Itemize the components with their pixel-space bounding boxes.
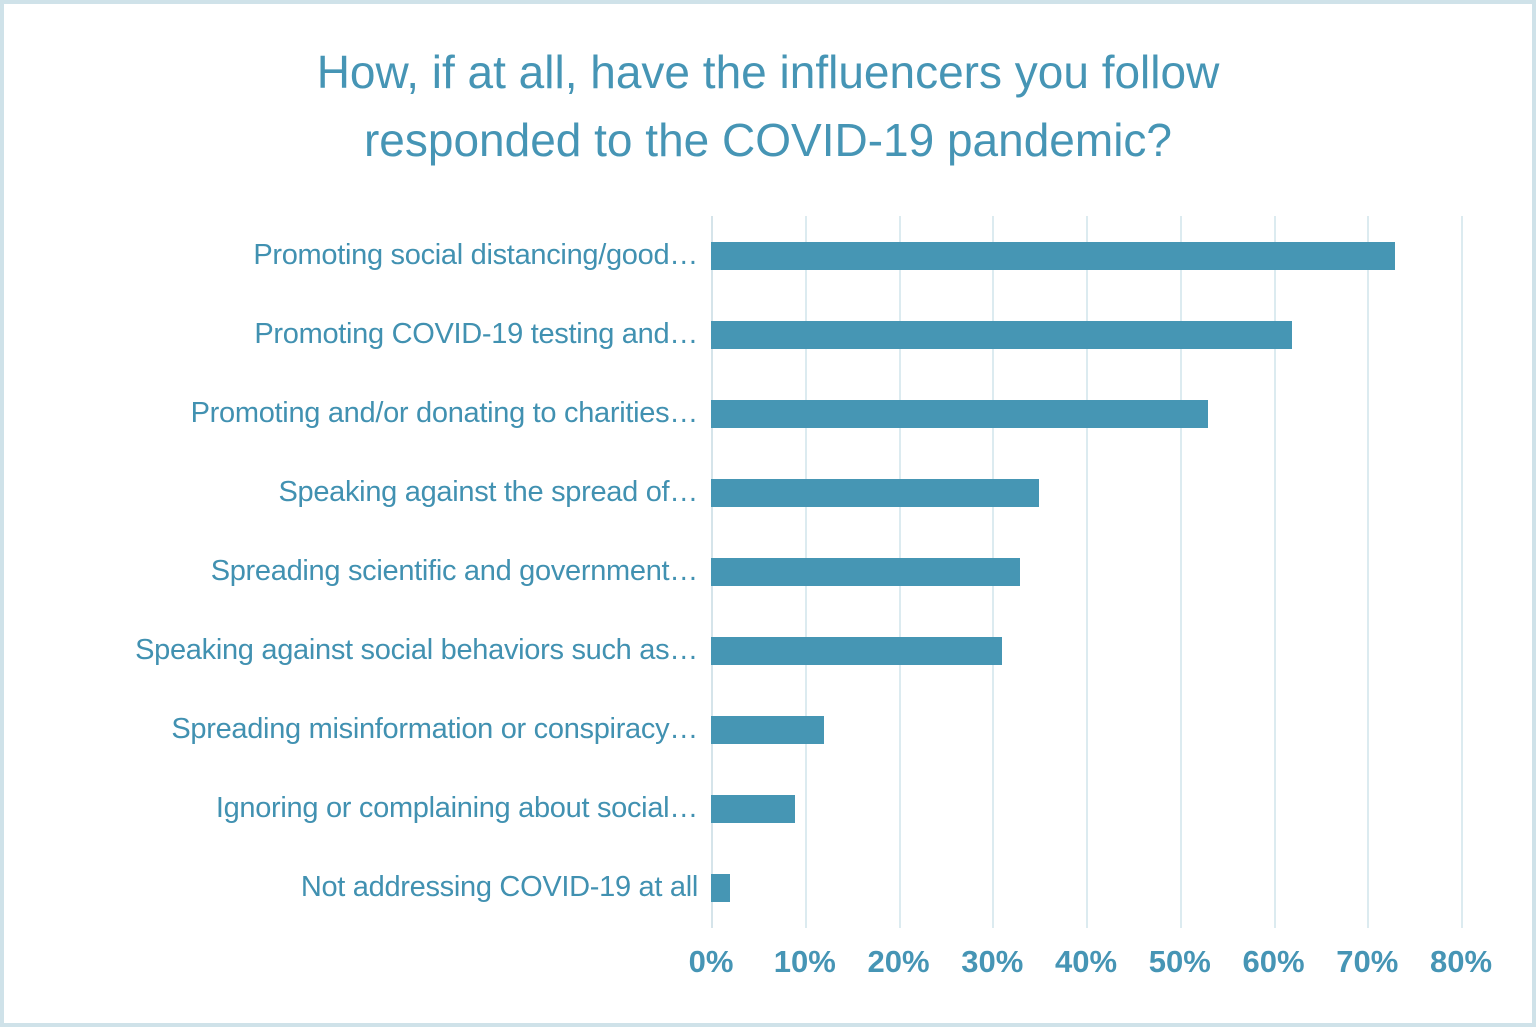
x-tick-label: 70% bbox=[1336, 944, 1399, 979]
chart-title: How, if at all, have the influencers you… bbox=[4, 4, 1532, 216]
category-label: Promoting and/or donating to charities… bbox=[190, 397, 699, 429]
bar-row bbox=[711, 848, 1532, 927]
x-tick-label: 50% bbox=[1148, 944, 1211, 979]
bar bbox=[711, 794, 796, 823]
category-label: Speaking against the spread of… bbox=[278, 476, 698, 508]
category-label: Spreading misinformation or conspiracy… bbox=[171, 713, 698, 745]
bar bbox=[711, 320, 1293, 349]
bar-row bbox=[711, 453, 1532, 532]
bar bbox=[711, 557, 1021, 586]
bar-row bbox=[711, 216, 1532, 295]
chart-title-line-1: How, if at all, have the influencers you… bbox=[316, 46, 1220, 98]
x-tick-label: 0% bbox=[688, 944, 734, 979]
gridline bbox=[1367, 216, 1370, 928]
category-axis: Promoting social distancing/good… Promoti… bbox=[4, 216, 711, 928]
gridline bbox=[1461, 216, 1463, 928]
bar bbox=[711, 636, 1002, 665]
x-tick-label: 80% bbox=[1429, 944, 1493, 979]
bar bbox=[711, 241, 1396, 270]
x-tick-label: 20% bbox=[867, 944, 930, 979]
x-tick-label: 30% bbox=[961, 944, 1024, 979]
x-tick-label: 40% bbox=[1054, 944, 1118, 979]
bar-row bbox=[711, 374, 1532, 453]
bar-row bbox=[711, 611, 1532, 690]
x-tick-label: 10% bbox=[773, 944, 836, 979]
gridline bbox=[1086, 216, 1088, 928]
category-label: Ignoring or complaining about social… bbox=[215, 792, 698, 824]
plot-region: Promoting social distancing/good… Promoti… bbox=[4, 216, 1532, 928]
value-axis: 0% 10% 20% 30% 40% 50% 60% 70% 80% bbox=[689, 928, 1532, 1019]
bar bbox=[711, 873, 730, 902]
bar-row bbox=[711, 769, 1532, 848]
bar-row bbox=[711, 295, 1532, 374]
bar bbox=[711, 399, 1208, 428]
gridline bbox=[1179, 216, 1182, 928]
bar-row bbox=[711, 690, 1532, 769]
gridline bbox=[1273, 216, 1276, 928]
category-label: Speaking against social behaviors such a… bbox=[135, 634, 698, 666]
bar bbox=[711, 478, 1040, 507]
plot-area bbox=[711, 216, 1532, 928]
bar bbox=[711, 715, 824, 744]
category-label: Promoting COVID-19 testing and… bbox=[254, 318, 698, 350]
category-label: Spreading scientific and government… bbox=[210, 555, 699, 587]
bar-row bbox=[711, 532, 1532, 611]
category-label: Not addressing COVID-19 at all bbox=[300, 871, 698, 903]
category-label: Promoting social distancing/good… bbox=[253, 239, 698, 271]
x-tick-label: 60% bbox=[1242, 944, 1305, 979]
chart-title-line-2: responded to the COVID-19 pandemic? bbox=[363, 114, 1173, 167]
